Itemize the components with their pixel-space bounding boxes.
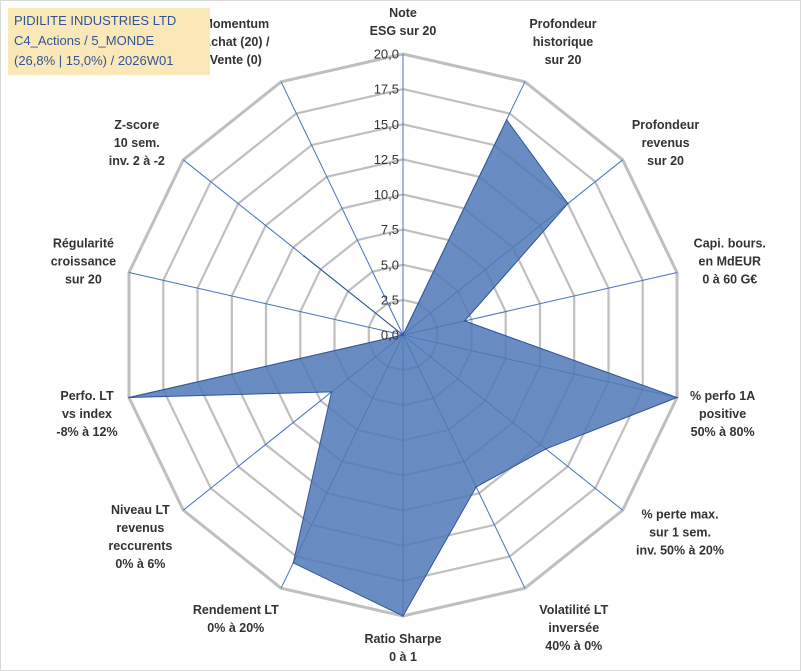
tick-label: 5,0 <box>381 257 399 272</box>
tick-label: 10,0 <box>374 187 399 202</box>
data-point <box>475 486 478 488</box>
data-point <box>676 396 678 399</box>
data-point <box>463 320 466 322</box>
axis-label: Niveau LT revenus reccurents 0% à 6% <box>108 503 172 571</box>
data-point <box>505 119 508 121</box>
axis-label: Momentum Achat (20) / Vente (0) <box>202 17 270 67</box>
axis-label: Rendement LT 0% à 20% <box>193 603 279 635</box>
axis-label: Ratio Sharpe 0 à 1 <box>364 632 441 664</box>
data-point <box>567 202 569 205</box>
axis-label: Perfo. LT vs index -8% à 12% <box>56 389 117 439</box>
axis-labels: Note ESG sur 20 Profondeur historique sur 20… <box>51 6 766 664</box>
axis-label: Régularité croissance sur 20 <box>51 236 116 286</box>
tick-label: 0,0 <box>381 328 399 343</box>
axis-spoke <box>280 81 404 336</box>
axis-label: Z-score 10 sem. inv. 2 à -2 <box>109 118 165 168</box>
radar-ticks: 0,0 2,5 5,0 7,5 10,0 12,5 15,0 17,5 20,0 <box>374 47 399 343</box>
axis-label: Note ESG sur 20 <box>370 6 437 38</box>
tick-label: 12,5 <box>374 152 399 167</box>
tick-label: 15,0 <box>374 117 399 132</box>
series-area <box>128 118 679 617</box>
axis-label: Volatilité LT inversée 40% à 0% <box>539 603 608 653</box>
axis-label: Profondeur historique sur 20 <box>529 17 596 67</box>
data-point <box>545 448 547 450</box>
title-line-2: C4_Actions / 5_MONDE <box>14 33 155 48</box>
axis-label: Profondeur revenus sur 20 <box>632 118 699 168</box>
axis-spoke <box>128 272 404 336</box>
tick-label: 2,5 <box>381 292 399 307</box>
data-point <box>292 562 295 564</box>
axis-label: Capi. bours. en MdEUR 0 à 60 G€ <box>694 236 766 286</box>
axis-label: % perfo 1A positive 50% à 80% <box>690 389 755 439</box>
tick-label: 7,5 <box>381 222 399 237</box>
title-line-3: (26,8% | 15,0%) / 2026W01 <box>14 53 174 68</box>
chart-title-box: PIDILITE INDUSTRIES LTD C4_Actions / 5_M… <box>8 8 210 75</box>
data-point <box>330 391 333 393</box>
data-point <box>303 255 305 257</box>
tick-label: 20,0 <box>374 47 399 62</box>
data-point <box>402 334 404 336</box>
axis-label: % perte max. sur 1 sem. inv. 50% à 20% <box>636 507 724 557</box>
title-line-1: PIDILITE INDUSTRIES LTD <box>14 13 177 28</box>
tick-label: 17,5 <box>374 82 399 97</box>
data-point <box>402 615 404 617</box>
data-point <box>128 396 130 399</box>
radar-series <box>128 118 679 617</box>
